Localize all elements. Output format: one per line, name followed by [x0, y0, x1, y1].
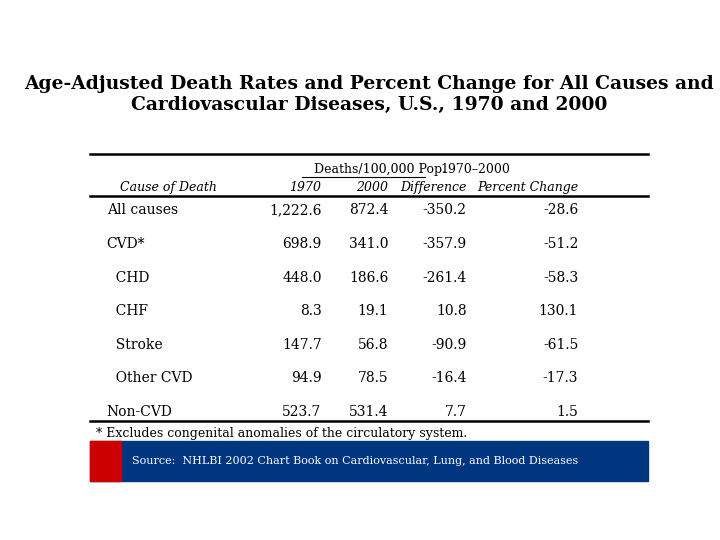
Text: Source:  NHLBI 2002 Chart Book on Cardiovascular, Lung, and Blood Diseases: Source: NHLBI 2002 Chart Book on Cardiov… [132, 456, 578, 466]
Text: CVD*: CVD* [107, 237, 145, 251]
Text: All causes: All causes [107, 204, 178, 217]
Text: 531.4: 531.4 [349, 405, 389, 419]
Text: 698.9: 698.9 [282, 237, 322, 251]
Text: Difference: Difference [400, 180, 467, 193]
Text: -58.3: -58.3 [543, 271, 578, 285]
Text: Stroke: Stroke [107, 338, 163, 352]
Text: 448.0: 448.0 [282, 271, 322, 285]
Text: Deaths/100,000 Pop.: Deaths/100,000 Pop. [314, 163, 446, 176]
Text: 10.8: 10.8 [436, 304, 467, 318]
Text: 523.7: 523.7 [282, 405, 322, 419]
Text: 94.9: 94.9 [291, 372, 322, 386]
Text: 8.3: 8.3 [300, 304, 322, 318]
Text: Cause of Death: Cause of Death [120, 180, 217, 193]
Text: * Excludes congenital anomalies of the circulatory system.: * Excludes congenital anomalies of the c… [96, 427, 467, 441]
Text: -357.9: -357.9 [423, 237, 467, 251]
Text: Percent Change: Percent Change [477, 180, 578, 193]
Text: Other CVD: Other CVD [107, 372, 192, 386]
Text: 147.7: 147.7 [282, 338, 322, 352]
Text: 19.1: 19.1 [358, 304, 389, 318]
Text: -90.9: -90.9 [431, 338, 467, 352]
Text: 1970–2000: 1970–2000 [440, 163, 510, 176]
Bar [90, 441, 121, 481]
Text: CHF: CHF [107, 304, 148, 318]
Text: 341.0: 341.0 [349, 237, 389, 251]
Text: 130.1: 130.1 [539, 304, 578, 318]
Text: -61.5: -61.5 [543, 338, 578, 352]
Text: -28.6: -28.6 [543, 204, 578, 217]
Text: -51.2: -51.2 [543, 237, 578, 251]
Text: CHD: CHD [107, 271, 149, 285]
Text: 7.7: 7.7 [445, 405, 467, 419]
Text: -350.2: -350.2 [423, 204, 467, 217]
Text: Non-CVD: Non-CVD [107, 405, 173, 419]
Text: 1970: 1970 [289, 180, 322, 193]
Text: Age-Adjusted Death Rates and Percent Change for All Causes and
Cardiovascular Di: Age-Adjusted Death Rates and Percent Cha… [24, 75, 714, 114]
Text: -16.4: -16.4 [431, 372, 467, 386]
Text: 1,222.6: 1,222.6 [269, 204, 322, 217]
Text: 872.4: 872.4 [349, 204, 389, 217]
Bar [90, 441, 648, 481]
Text: 186.6: 186.6 [349, 271, 389, 285]
Text: -17.3: -17.3 [543, 372, 578, 386]
Text: 78.5: 78.5 [358, 372, 389, 386]
Text: 56.8: 56.8 [358, 338, 389, 352]
Text: 1.5: 1.5 [557, 405, 578, 419]
Text: -261.4: -261.4 [423, 271, 467, 285]
Text: 2000: 2000 [356, 180, 389, 193]
